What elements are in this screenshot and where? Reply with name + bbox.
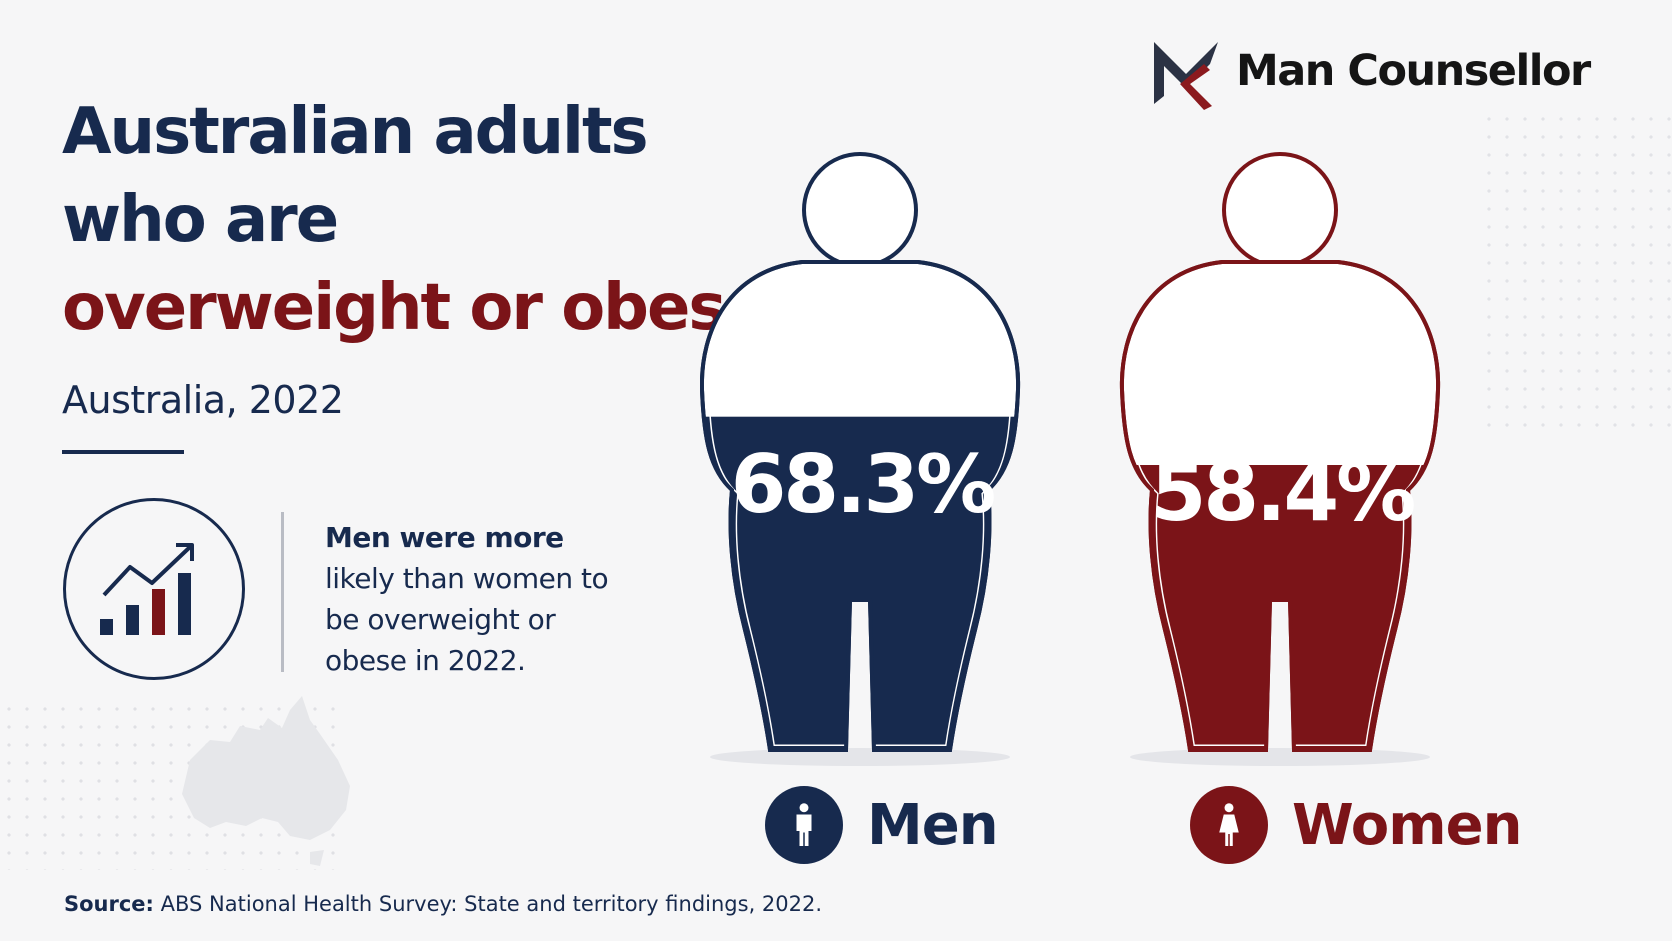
legend-label-women: Women [1292, 792, 1522, 858]
figure-head-men [802, 152, 918, 268]
male-person-icon [765, 786, 843, 864]
legend-women: Women [1190, 786, 1522, 864]
data-label-women: 58.4% [1151, 446, 1414, 539]
source-note: Source: ABS National Health Survey: Stat… [64, 892, 822, 916]
note-text: likely than women to be overweight or ob… [325, 562, 609, 677]
source-label: Source: [64, 892, 154, 916]
brand-name: Man Counsellor [1236, 46, 1591, 96]
legend-men: Men [765, 786, 999, 864]
brand-logo: Man Counsellor [1150, 34, 1591, 114]
obesity-figure-chart: 68.3% 58.4% [700, 152, 1441, 766]
source-text: ABS National Health Survey: State and te… [160, 892, 823, 916]
figure-head-women [1222, 152, 1338, 268]
man-counsellor-logo-icon [1154, 42, 1218, 110]
note-divider [281, 512, 284, 672]
figure-outline-women [1119, 260, 1441, 752]
title-divider [62, 450, 184, 454]
note-bold: Men were more [325, 521, 564, 554]
title-line-2: who are [62, 183, 339, 257]
dot-pattern-right [1480, 110, 1672, 440]
australia-map-icon [182, 696, 350, 866]
title-line-1: Australian adults [62, 95, 649, 169]
bar-chart-trend-icon [100, 543, 194, 635]
key-finding-note: Men were more likely than women to be ov… [325, 517, 625, 681]
page-title: Australian adults who are overweight or … [62, 88, 768, 352]
title-line-3: overweight or obese [62, 271, 768, 345]
data-label-men: 68.3% [731, 438, 994, 531]
legend-label-men: Men [867, 792, 999, 858]
female-person-icon [1190, 786, 1268, 864]
trend-icon-circle [63, 498, 245, 680]
subtitle: Australia, 2022 [62, 378, 344, 422]
figure-outline-men [700, 260, 1021, 752]
